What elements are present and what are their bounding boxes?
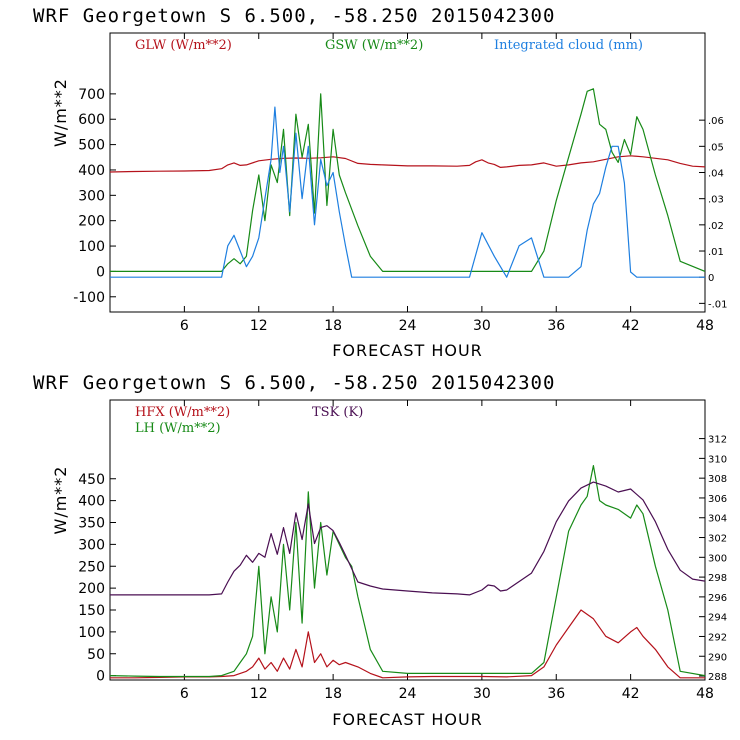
legend-entry: Integrated cloud (mm) — [494, 38, 643, 53]
legend-entry: HFX (W/m**2) — [135, 405, 230, 420]
y-axis-label: W/m**2 — [51, 78, 70, 147]
legend-entry: GSW (W/m**2) — [325, 38, 423, 53]
y2-tick-label: 300 — [708, 553, 727, 564]
legend-entry: GLW (W/m**2) — [135, 38, 232, 53]
y-tick-label: 0 — [96, 669, 105, 685]
x-axis-label: FORECAST HOUR — [332, 341, 483, 360]
legend-entry: LH (W/m**2) — [135, 421, 221, 436]
y2-tick-label: 288 — [708, 672, 727, 683]
y2-tick-label: 302 — [708, 534, 727, 545]
x-tick-label: 30 — [473, 686, 491, 702]
y-tick-label: 200 — [78, 581, 105, 597]
x-tick-label: 18 — [324, 686, 342, 702]
y2-tick-label: 0 — [708, 273, 714, 284]
y-tick-label: 400 — [78, 163, 105, 179]
y2-tick-label: 308 — [708, 474, 727, 485]
y2-tick-label: .01 — [708, 247, 724, 258]
y2-tick-label: 290 — [708, 652, 727, 663]
chart-title: WRF Georgetown S 6.500, -58.250 20150423… — [33, 372, 555, 394]
y2-tick-label: 310 — [708, 454, 727, 465]
y-tick-label: 300 — [78, 537, 105, 553]
y-tick-label: 300 — [78, 188, 105, 204]
y2-tick-label: .05 — [708, 142, 724, 153]
x-tick-label: 6 — [180, 318, 189, 334]
series-line-glw — [110, 155, 705, 173]
x-tick-label: 12 — [250, 686, 268, 702]
series-line-tsk — [110, 481, 705, 596]
y2-tick-label: -.01 — [708, 299, 728, 310]
x-tick-label: 36 — [547, 318, 565, 334]
plot-frame — [109, 32, 706, 313]
x-tick-label: 48 — [696, 686, 714, 702]
x-axis-label: FORECAST HOUR — [332, 710, 483, 729]
y2-tick-label: 296 — [708, 593, 727, 604]
series-line-gsw — [110, 88, 705, 272]
y-tick-label: 200 — [78, 214, 105, 230]
x-tick-label: 42 — [622, 318, 640, 334]
x-tick-label: 18 — [324, 318, 342, 334]
y2-tick-label: .06 — [708, 116, 724, 127]
y-tick-label: 450 — [78, 472, 105, 488]
y-tick-label: 100 — [78, 625, 105, 641]
y-tick-label: 700 — [78, 87, 105, 103]
y2-tick-label: .03 — [708, 195, 724, 206]
x-tick-label: 48 — [696, 318, 714, 334]
series-line-integrated — [110, 106, 705, 278]
y2-tick-label: 304 — [708, 514, 727, 525]
y-tick-label: -100 — [73, 290, 105, 306]
y-tick-label: 600 — [78, 112, 105, 128]
x-tick-label: 24 — [399, 686, 417, 702]
y2-tick-label: 306 — [708, 494, 727, 505]
x-tick-label: 42 — [622, 686, 640, 702]
x-tick-label: 30 — [473, 318, 491, 334]
y-tick-label: 500 — [78, 138, 105, 154]
x-tick-label: 36 — [547, 686, 565, 702]
plot-frame — [109, 399, 706, 681]
chart-title: WRF Georgetown S 6.500, -58.250 20150423… — [33, 5, 555, 27]
x-tick-label: 12 — [250, 318, 268, 334]
y-tick-label: 400 — [78, 494, 105, 510]
y2-tick-label: .02 — [708, 221, 724, 232]
y-tick-label: 150 — [78, 603, 105, 619]
y-tick-label: 250 — [78, 559, 105, 575]
x-tick-label: 6 — [180, 686, 189, 702]
legend-entry: TSK (K) — [312, 405, 363, 420]
y-tick-label: 350 — [78, 516, 105, 532]
y-axis-label: W/m**2 — [51, 466, 70, 535]
series-line-hfx — [110, 609, 705, 679]
y-tick-label: 100 — [78, 239, 105, 255]
y2-tick-label: 292 — [708, 632, 727, 643]
series-line-lh — [110, 465, 705, 678]
y-tick-label: 50 — [87, 647, 105, 663]
x-tick-label: 24 — [399, 318, 417, 334]
y-tick-label: 0 — [96, 264, 105, 280]
y2-tick-label: 298 — [708, 573, 727, 584]
y2-tick-label: 312 — [708, 435, 727, 446]
y2-tick-label: 294 — [708, 613, 727, 624]
y2-tick-label: .04 — [708, 169, 724, 180]
